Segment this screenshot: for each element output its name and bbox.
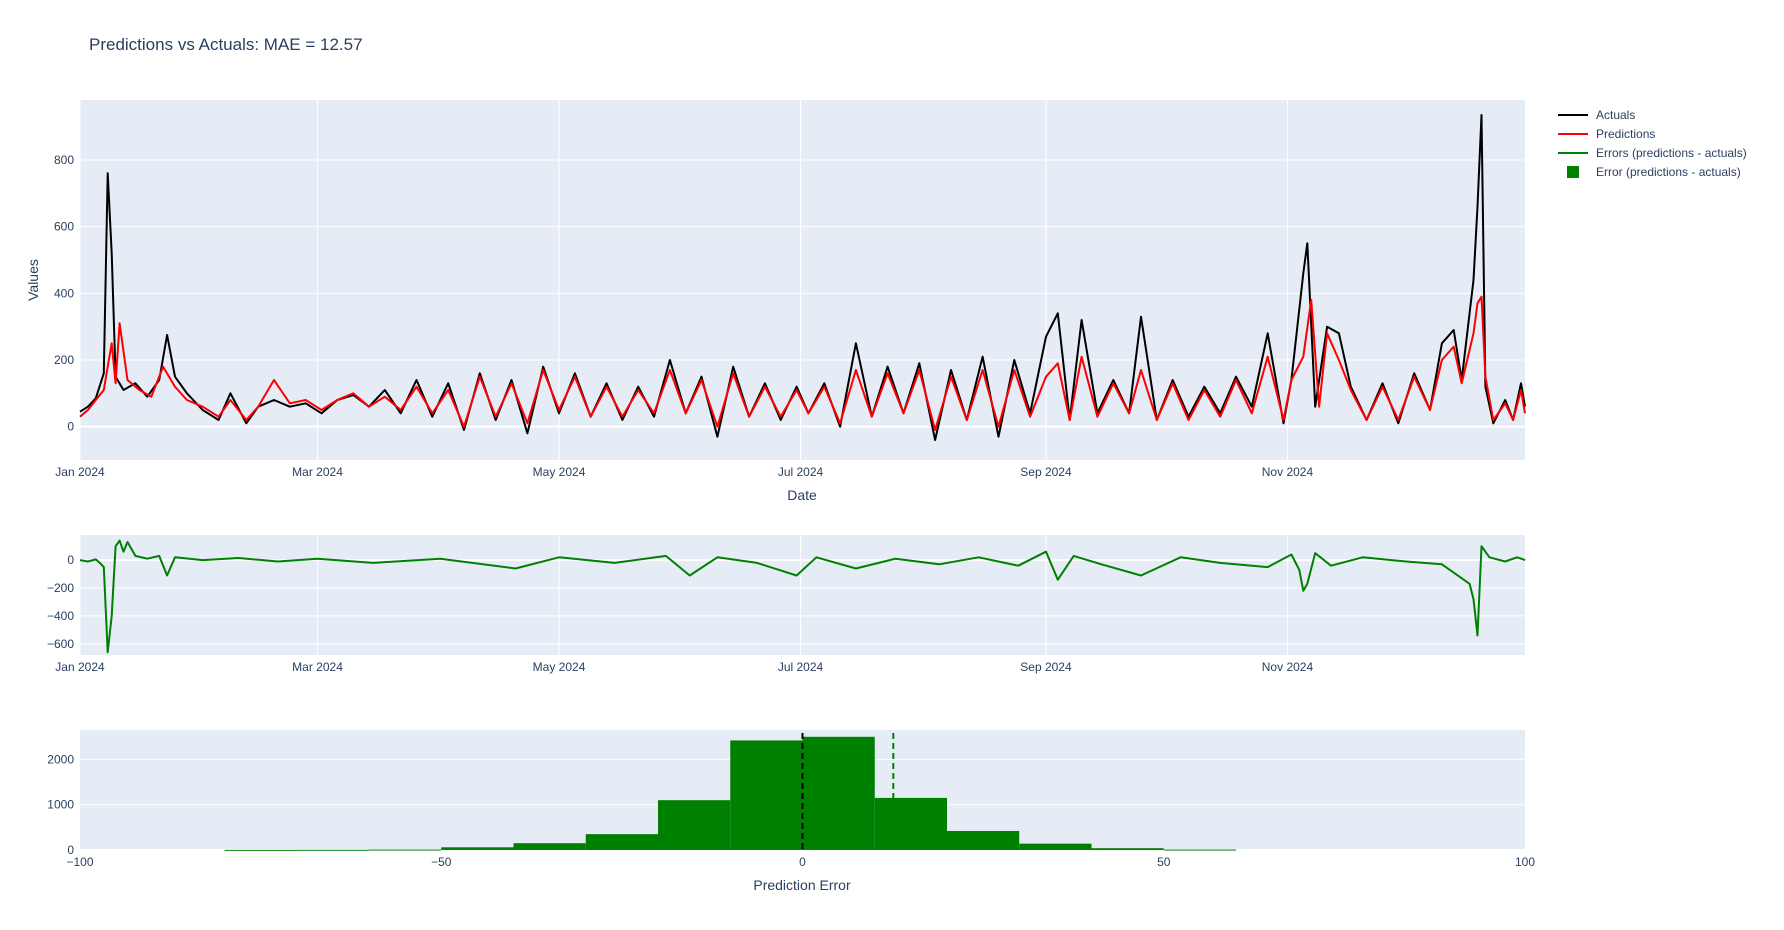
histogram-y-ticks: 0 1000 2000 [47, 752, 74, 857]
sp2-y-tick-label: −600 [47, 637, 74, 651]
legend-item[interactable]: Error (predictions - actuals) [1567, 165, 1741, 179]
sp2-x-tick-label: Jul 2024 [778, 660, 824, 674]
timeseries-y-axis-title: Values [25, 259, 41, 301]
sp3-y-tick-label: 0 [67, 843, 74, 857]
sp2-x-tick-label: Sep 2024 [1020, 660, 1072, 674]
sp3-x-tick-label: 0 [799, 855, 806, 869]
sp1-x-tick-label: May 2024 [533, 465, 586, 479]
errors-series [79, 539, 1526, 654]
histogram-bar [947, 830, 1020, 850]
sp2-y-tick-label: −200 [47, 581, 74, 595]
series-line-predictions [79, 295, 1526, 431]
chart-title: Predictions vs Actuals: MAE = 12.57 [89, 35, 363, 54]
histogram-bar [802, 736, 875, 850]
sp3-x-tick-label: −100 [66, 855, 93, 869]
legend-label: Actuals [1596, 108, 1635, 122]
sp1-y-tick-label: 400 [54, 286, 74, 300]
legend[interactable]: Actuals Predictions Errors (predictions - … [1558, 108, 1747, 179]
legend-label: Errors (predictions - actuals) [1596, 146, 1747, 160]
sp2-y-tick-label: −400 [47, 609, 74, 623]
histogram-bar [730, 740, 803, 850]
histogram-bar [441, 847, 514, 850]
timeseries-series [79, 114, 1526, 441]
timeseries-x-ticks: Jan 2024 Mar 2024 May 2024 Jul 2024 Sep 2024… [55, 465, 1313, 479]
sp2-x-tick-label: Mar 2024 [292, 660, 343, 674]
legend-label: Predictions [1596, 127, 1655, 141]
errors-grid [79, 535, 1525, 655]
errors-plot-area [80, 535, 1525, 655]
histogram-bar [658, 800, 731, 850]
legend-item[interactable]: Predictions [1558, 127, 1655, 141]
sp3-x-tick-label: −50 [431, 855, 452, 869]
histogram-subplot: −100 −50 0 50 100 0 1000 2000 Prediction Error [47, 730, 1535, 893]
histogram-bar [1163, 849, 1236, 851]
histogram-bar [1091, 848, 1164, 850]
sp1-x-tick-label: Jul 2024 [778, 465, 824, 479]
histogram-bar [224, 849, 297, 851]
sp3-x-tick-label: 50 [1157, 855, 1171, 869]
sp3-x-tick-label: 100 [1515, 855, 1535, 869]
timeseries-x-axis-title: Date [787, 487, 817, 503]
sp2-x-tick-label: Jan 2024 [55, 660, 105, 674]
sp1-y-tick-label: 0 [67, 420, 74, 434]
legend-item[interactable]: Actuals [1558, 108, 1635, 122]
errors-subplot: Jan 2024 Mar 2024 May 2024 Jul 2024 Sep 2024… [47, 535, 1526, 674]
histogram-bar [513, 843, 586, 850]
legend-label: Error (predictions - actuals) [1596, 165, 1741, 179]
sp1-x-tick-label: Sep 2024 [1020, 465, 1072, 479]
histogram-x-ticks: −100 −50 0 50 100 [66, 855, 1535, 869]
series-line-errors [79, 539, 1526, 654]
sp2-x-tick-label: Nov 2024 [1262, 660, 1314, 674]
histogram-bar [585, 834, 658, 850]
sp2-y-tick-label: 0 [67, 553, 74, 567]
sp1-x-tick-label: Nov 2024 [1262, 465, 1314, 479]
histogram-bar [369, 849, 442, 851]
sp2-x-tick-label: May 2024 [533, 660, 586, 674]
sp1-y-tick-label: 800 [54, 153, 74, 167]
sp1-x-tick-label: Jan 2024 [55, 465, 105, 479]
sp3-y-tick-label: 1000 [47, 798, 74, 812]
errors-y-ticks: 0 −200 −400 −600 [47, 553, 74, 651]
sp1-y-tick-label: 600 [54, 220, 74, 234]
histogram-x-axis-title: Prediction Error [753, 877, 851, 893]
timeseries-y-ticks: 0 200 400 600 800 [54, 153, 74, 434]
histogram-bar [874, 797, 947, 850]
legend-item[interactable]: Errors (predictions - actuals) [1558, 146, 1747, 160]
histogram-bars [224, 736, 1236, 851]
histogram-bar [296, 849, 369, 851]
histogram-bar [1019, 843, 1092, 850]
legend-swatch [1567, 166, 1579, 178]
errors-x-ticks: Jan 2024 Mar 2024 May 2024 Jul 2024 Sep 2024… [55, 660, 1313, 674]
sp1-y-tick-label: 200 [54, 353, 74, 367]
sp1-x-tick-label: Mar 2024 [292, 465, 343, 479]
timeseries-subplot: Jan 2024 Mar 2024 May 2024 Jul 2024 Sep 2024… [25, 100, 1526, 503]
sp3-y-tick-label: 2000 [47, 752, 74, 766]
